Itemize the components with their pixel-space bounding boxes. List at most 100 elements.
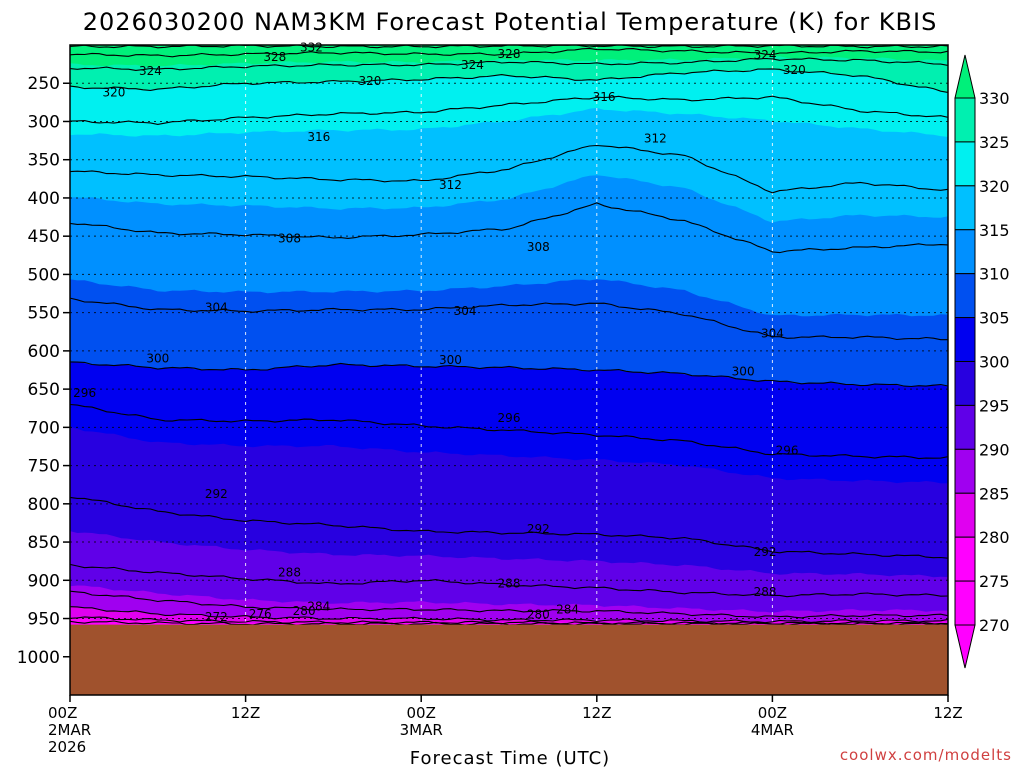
colorbar-tick-330: 330 [979,89,1010,108]
contour-label-4: 324 [461,58,484,72]
gridlines [69,45,949,695]
ytick-label-800: 800 [28,495,60,515]
xtick-label-4: 00Z [758,704,787,722]
colorbar-swatch-320 [954,185,976,231]
isentrope-contours [70,45,948,626]
isentrope-328 [70,47,948,58]
contour-label-22: 296 [498,411,521,425]
contour-labels: 332 328 328 324 324 324 320 320 320 316 316 312 312 3… [73,40,806,624]
contour-label-28: 288 [498,576,521,590]
ytick-label-450: 450 [28,227,60,247]
contour-label-32: 280 [293,604,316,618]
contour-label-29: 288 [754,585,777,599]
xtick-label-2: 00Z [407,704,436,722]
ytick-label-550: 550 [28,304,60,324]
contour-label-1: 328 [263,50,286,64]
xtick-year-0: 2026 [48,738,86,756]
colorbar-tick-280: 280 [979,528,1010,547]
isentrope-316 [70,95,948,125]
colorbar-swatch-325 [954,141,976,187]
colorbar-tick-305: 305 [979,309,1010,328]
isentrope-288 [70,563,948,598]
colorbar-bottom-arrow [954,624,976,669]
colorbar-swatch-305 [954,317,976,363]
contour-label-9: 316 [593,90,616,104]
colorbar-tick-285: 285 [979,484,1010,503]
isentrope-304 [70,297,948,341]
xtick-label-0: 00Z [48,704,77,722]
isentrope-300 [70,361,948,388]
temperature-fill-bands [70,45,948,695]
colorbar-swatch-310 [954,273,976,319]
contour-label-17: 304 [761,326,784,340]
contour-label-16: 304 [454,304,477,318]
ytick-label-400: 400 [28,189,60,209]
ytick-label-600: 600 [28,342,60,362]
colorbar-tick-295: 295 [979,396,1010,415]
colorbar-tick-270: 270 [979,616,1010,635]
colorbar-tick-275: 275 [979,572,1010,591]
contour-label-30: 284 [307,599,330,613]
contour-label-18: 300 [146,352,169,366]
chart-title: 2026030200 NAM3KM Forecast Potential Tem… [83,8,938,36]
colorbar-swatch-280 [954,536,976,582]
ytick-label-650: 650 [28,380,60,400]
ytick-label-250: 250 [28,74,60,94]
colorbar-swatch-285 [954,492,976,538]
isentrope-284 [70,590,948,619]
colorbar-swatch-275 [954,580,976,626]
isentrope-276 [70,616,948,625]
isentrope-320 [70,68,948,93]
colorbar-swatch-290 [954,448,976,494]
x-axis-label: Forecast Time (UTC) [410,748,610,768]
isentrope-332 [70,45,948,49]
isentrope-292 [70,496,948,559]
contour-label-7: 320 [359,74,382,88]
credit-text: coolwx.com/modelts [840,746,1012,764]
contour-label-0: 332 [300,40,323,54]
xtick-date-0: 2MAR [48,721,91,739]
contour-label-10: 316 [307,130,330,144]
colorbar-tick-300: 300 [979,353,1010,372]
colorbar: 330 325 320 315 310 305 300 295 290 285 280 275 270 [954,54,1010,669]
y-axis-ticks: 250 300 350 400 450 500 550 600 650 700 750 800 850 9… [17,74,70,668]
ytick-label-750: 750 [28,457,60,477]
ytick-label-950: 950 [28,610,60,630]
contour-label-24: 292 [205,487,228,501]
contour-label-19: 300 [439,353,462,367]
colorbar-swatch-330 [954,97,976,143]
colorbar-swatch-300 [954,361,976,406]
contour-label-34: 276 [249,607,272,621]
colorbar-swatch-315 [954,229,976,275]
contour-label-14: 308 [527,240,550,254]
contour-label-3: 324 [139,64,162,78]
contour-label-26: 292 [754,545,777,559]
colorbar-swatch-295 [954,404,976,450]
xtick-date-4: 4MAR [751,721,794,739]
contour-label-33: 280 [527,608,550,622]
contour-label-6: 320 [102,85,125,99]
colorbar-top-arrow [954,54,976,99]
colorbar-tick-310: 310 [979,265,1010,284]
xtick-label-3: 12Z [582,704,611,722]
contour-label-15: 304 [205,300,228,314]
fill-band-325-335 [70,45,948,68]
ytick-label-350: 350 [28,151,60,171]
contour-label-21: 296 [73,386,96,400]
ytick-label-700: 700 [28,418,60,438]
contour-label-35: 272 [205,610,228,624]
contour-label-27: 288 [278,566,301,580]
ytick-label-500: 500 [28,265,60,285]
contour-label-11: 312 [644,131,667,145]
isentrope-308 [70,202,948,254]
contour-label-12: 312 [439,178,462,192]
ytick-label-900: 900 [28,571,60,591]
colorbar-tick-290: 290 [979,440,1010,459]
isentrope-280 [70,606,948,624]
colorbar-tick-315: 315 [979,221,1010,240]
contour-label-2: 328 [498,47,521,61]
contour-label-8: 320 [783,63,806,77]
contour-label-13: 308 [278,231,301,245]
contour-label-5: 324 [754,48,777,62]
